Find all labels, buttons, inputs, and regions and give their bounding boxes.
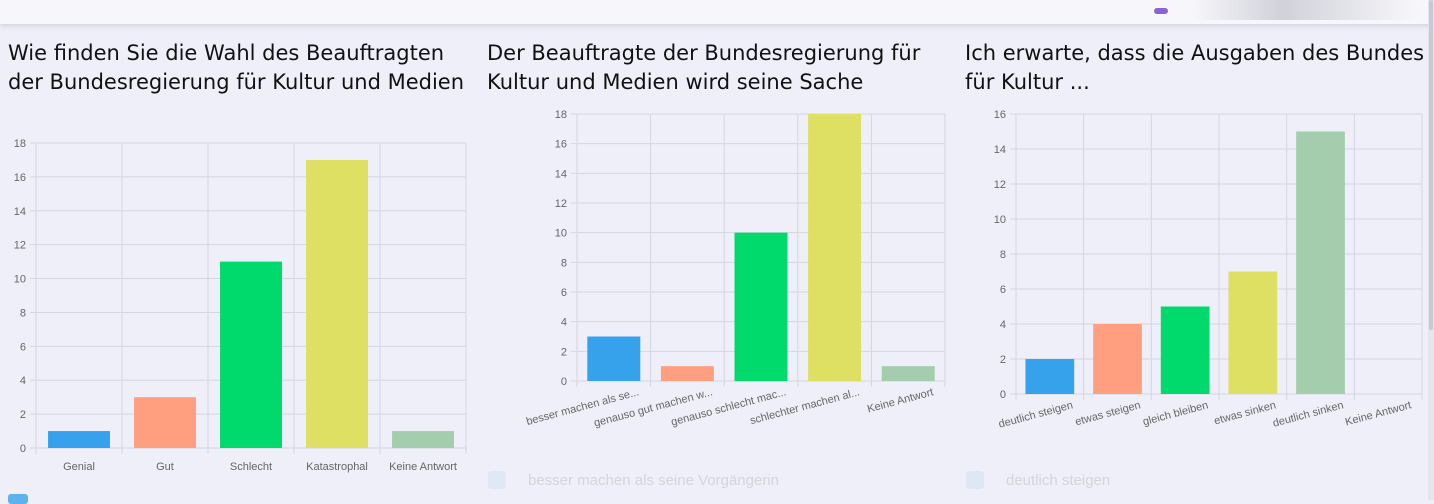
- y-tick-label: 12: [555, 198, 567, 210]
- scrollbar-thumb[interactable]: [1429, 0, 1433, 330]
- x-tick-label: Keine Antwort: [389, 461, 457, 473]
- bar-5: [881, 366, 935, 381]
- bar-1: [587, 336, 641, 381]
- bar-3: [220, 261, 282, 448]
- bar-1: [48, 431, 110, 448]
- x-tick-label: Keine Antwort: [1344, 399, 1413, 428]
- chart-2-legend-item[interactable]: besser machen als seine Vorgängerin: [488, 471, 779, 489]
- y-tick-label: 8: [561, 257, 567, 269]
- bar-4: [306, 159, 368, 448]
- x-tick-label: etwas steigen: [1074, 399, 1142, 428]
- x-tick-label: Keine Antwort: [866, 386, 935, 415]
- x-tick-label: deutlich sinken: [1272, 399, 1345, 429]
- x-tick-label: etwas sinken: [1213, 399, 1278, 427]
- y-tick-label: 4: [1000, 319, 1006, 331]
- bar-5: [1296, 131, 1345, 394]
- y-tick-label: 16: [14, 172, 26, 184]
- y-tick-label: 6: [1000, 284, 1006, 296]
- chart-3-plot: 0 2 4 6 8 10 12 14 16 deutlich steigen etwas steig…: [994, 109, 1423, 431]
- legend-swatch: [966, 471, 984, 489]
- y-tick-label: 12: [994, 179, 1006, 191]
- y-tick-label: 0: [20, 443, 26, 455]
- y-tick-label: 16: [555, 139, 567, 151]
- legend-swatch: [488, 471, 506, 489]
- bar-3: [1160, 306, 1210, 394]
- chart-3-legend-item[interactable]: deutlich steigen: [966, 471, 1110, 489]
- legend-label: deutlich steigen: [1006, 471, 1111, 489]
- chart-2-title: Der Beauftragte der Bundesregierung für …: [487, 41, 921, 94]
- y-tick-label: 6: [561, 287, 567, 299]
- y-tick-label: 10: [994, 214, 1006, 226]
- y-tick-label: 8: [1000, 249, 1006, 261]
- y-tick-label: 2: [561, 346, 567, 358]
- chart-3-title: Ich erwarte, dass die Ausgaben des Bunde…: [965, 41, 1425, 94]
- header-area: [1190, 0, 1420, 20]
- y-tick-label: 4: [20, 375, 26, 387]
- x-tick-label: deutlich steigen: [997, 399, 1074, 430]
- x-tick-label: gleich bleiben: [1142, 399, 1210, 428]
- y-tick-label: 2: [20, 409, 26, 421]
- bar-4: [1228, 271, 1278, 394]
- x-tick-label: Schlecht: [230, 461, 272, 473]
- bar-4: [808, 114, 862, 381]
- top-bar: [0, 0, 1434, 24]
- y-tick-label: 0: [561, 376, 567, 388]
- y-tick-label: 18: [555, 109, 567, 121]
- bar-2: [1093, 324, 1142, 394]
- y-tick-label: 12: [14, 240, 26, 252]
- y-tick-label: 10: [555, 228, 567, 240]
- x-tick-label: Katastrophal: [306, 461, 368, 473]
- x-tick-label: Gut: [156, 461, 174, 473]
- y-tick-label: 14: [994, 144, 1006, 156]
- bar-3: [734, 232, 788, 381]
- bar-1: [1025, 359, 1075, 394]
- y-tick-label: 2: [1000, 354, 1006, 366]
- y-tick-label: 0: [1000, 389, 1006, 401]
- y-tick-label: 14: [555, 168, 567, 180]
- y-tick-label: 14: [14, 206, 26, 218]
- y-tick-label: 4: [561, 317, 567, 329]
- chart-1-title: Wie finden Sie die Wahl des Beauftragten…: [8, 41, 465, 94]
- y-tick-label: 10: [14, 274, 26, 286]
- y-tick-label: 18: [14, 138, 26, 150]
- chart-1-legend-swatch[interactable]: [8, 494, 28, 504]
- scrollbar[interactable]: [1428, 0, 1434, 500]
- bar-2: [134, 397, 196, 448]
- y-tick-label: 6: [20, 341, 26, 353]
- bar-5: [392, 431, 454, 448]
- legend-label: besser machen als seine Vorgängerin: [528, 471, 779, 489]
- chart-1-plot: 0 2 4 6 8 10 12 14 16 18 Genial Gut Schlecht Katastro…: [14, 138, 467, 473]
- bar-2: [660, 366, 714, 381]
- user-avatar-icon[interactable]: [1154, 8, 1168, 14]
- y-tick-label: 8: [20, 307, 26, 319]
- y-tick-label: 16: [994, 109, 1006, 121]
- x-tick-label: Genial: [63, 461, 95, 473]
